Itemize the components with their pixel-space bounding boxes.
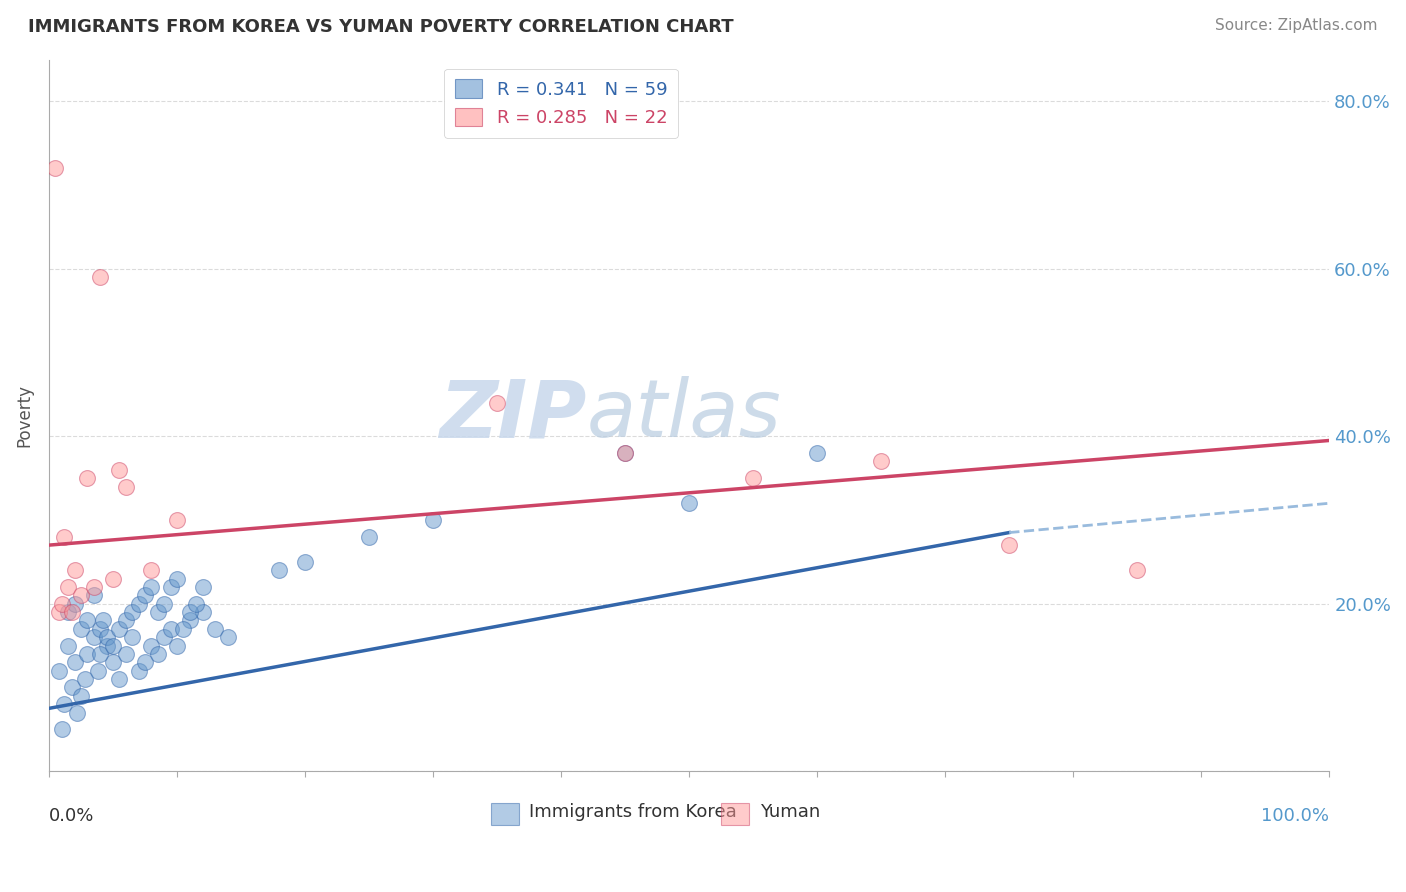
Point	[614, 446, 637, 460]
Text: 0.0%: 0.0%	[49, 806, 94, 825]
Point	[63, 656, 86, 670]
Point	[51, 597, 73, 611]
Point	[134, 656, 156, 670]
Point	[53, 530, 76, 544]
Point	[870, 454, 893, 468]
Point	[51, 723, 73, 737]
Point	[108, 463, 131, 477]
Point	[60, 605, 83, 619]
Point	[70, 689, 93, 703]
Legend: R = 0.341   N = 59, R = 0.285   N = 22: R = 0.341 N = 59, R = 0.285 N = 22	[444, 69, 678, 138]
Point	[166, 513, 188, 527]
Text: atlas: atlas	[586, 376, 782, 454]
Text: 100.0%: 100.0%	[1261, 806, 1329, 825]
Point	[89, 622, 111, 636]
Point	[66, 706, 89, 720]
Text: Source: ZipAtlas.com: Source: ZipAtlas.com	[1215, 18, 1378, 33]
Point	[101, 572, 124, 586]
Point	[83, 630, 105, 644]
Point	[166, 639, 188, 653]
Point	[56, 639, 79, 653]
Point	[121, 630, 143, 644]
Point	[60, 681, 83, 695]
Point	[153, 597, 176, 611]
Point	[422, 513, 444, 527]
Point	[70, 588, 93, 602]
Point	[614, 446, 637, 460]
Point	[121, 605, 143, 619]
Point	[44, 161, 66, 176]
Point	[76, 471, 98, 485]
Text: ZIP: ZIP	[439, 376, 586, 454]
Point	[159, 622, 181, 636]
Point	[806, 446, 828, 460]
Point	[269, 563, 291, 577]
Point	[146, 605, 169, 619]
Point	[204, 622, 226, 636]
Text: Immigrants from Korea: Immigrants from Korea	[529, 804, 737, 822]
Point	[159, 580, 181, 594]
Point	[83, 580, 105, 594]
Point	[56, 580, 79, 594]
Point	[141, 563, 163, 577]
Point	[83, 588, 105, 602]
Point	[114, 647, 136, 661]
Point	[63, 563, 86, 577]
FancyBboxPatch shape	[721, 803, 749, 824]
Text: Yuman: Yuman	[759, 804, 820, 822]
Point	[76, 614, 98, 628]
Point	[128, 597, 150, 611]
Point	[96, 630, 118, 644]
Point	[101, 639, 124, 653]
Point	[486, 396, 509, 410]
Point	[191, 580, 214, 594]
Point	[998, 538, 1021, 552]
Point	[114, 479, 136, 493]
Point	[179, 614, 201, 628]
Point	[56, 605, 79, 619]
Point	[166, 572, 188, 586]
Point	[186, 597, 208, 611]
Point	[179, 605, 201, 619]
Y-axis label: Poverty: Poverty	[15, 384, 32, 447]
Point	[101, 656, 124, 670]
Point	[53, 697, 76, 711]
Point	[108, 622, 131, 636]
FancyBboxPatch shape	[491, 803, 519, 824]
Point	[1126, 563, 1149, 577]
Text: IMMIGRANTS FROM KOREA VS YUMAN POVERTY CORRELATION CHART: IMMIGRANTS FROM KOREA VS YUMAN POVERTY C…	[28, 18, 734, 36]
Point	[48, 664, 70, 678]
Point	[141, 580, 163, 594]
Point	[86, 664, 108, 678]
Point	[89, 270, 111, 285]
Point	[63, 597, 86, 611]
Point	[134, 588, 156, 602]
Point	[141, 639, 163, 653]
Point	[73, 672, 96, 686]
Point	[48, 605, 70, 619]
Point	[114, 614, 136, 628]
Point	[742, 471, 765, 485]
Point	[146, 647, 169, 661]
Point	[678, 496, 700, 510]
Point	[96, 639, 118, 653]
Point	[108, 672, 131, 686]
Point	[153, 630, 176, 644]
Point	[357, 530, 380, 544]
Point	[191, 605, 214, 619]
Point	[89, 647, 111, 661]
Point	[172, 622, 194, 636]
Point	[76, 647, 98, 661]
Point	[70, 622, 93, 636]
Point	[294, 555, 316, 569]
Point	[91, 614, 114, 628]
Point	[217, 630, 239, 644]
Point	[128, 664, 150, 678]
